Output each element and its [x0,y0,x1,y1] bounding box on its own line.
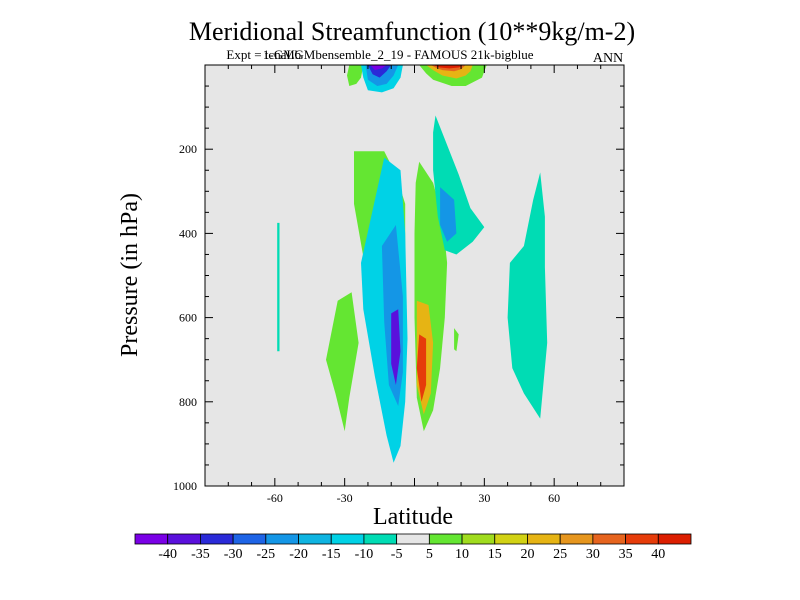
y-axis-label: Pressure (in hPa) [117,193,143,357]
colorbar-label: -25 [256,547,275,562]
contour-region-18-northern-subtropical-cell [440,187,457,242]
colorbar-swatch [559,533,594,545]
x-tick-label: -60 [267,491,283,505]
colorbar-label: -35 [191,547,210,562]
colorbar-swatch [461,533,496,545]
chart-subtitle: Expt = tcnaLGMbensemble_2_19 - FAMOUS 21… [226,47,533,62]
y-tick-label: 200 [179,142,197,156]
colorbar: -40 -35 -30 -25 -20 -15 -10 -5 5 10 15 20 25 30 35 40 [134,533,692,562]
colorbar-label: -40 [158,547,177,562]
colorbar-label: -15 [322,547,341,562]
colorbar-swatch [396,533,430,545]
colorbar-label: 15 [488,547,502,562]
colorbar-swatch [592,533,626,545]
colorbar-swatch [200,533,234,545]
colorbar-swatch [428,533,463,545]
colorbar-swatch [494,533,528,545]
y-tick-label: 600 [179,311,197,325]
x-axis-label: Latitude [373,504,453,530]
colorbar-swatch [527,533,561,545]
colorbar-label: -5 [391,547,403,562]
colorbar-swatch [265,533,299,545]
axes: -60 -30 30 60 200 400 600 800 1000 [173,64,625,505]
colorbar-label: 5 [426,547,433,562]
colorbar-label: 25 [553,547,567,562]
colorbar-swatch [167,533,201,545]
x-tick-label: -30 [337,491,353,505]
y-tick-label: 400 [179,226,197,240]
chart-subtitle-overlap: 1-GMb [263,47,301,62]
x-tick-label: 60 [548,491,560,505]
colorbar-label: 10 [455,547,469,562]
colorbar-label: 20 [520,547,534,562]
contour-region-13-southern-lower-cell [391,309,401,385]
colorbar-swatch [330,533,365,545]
y-tick-label: 800 [179,395,197,409]
colorbar-swatch [298,533,332,545]
colorbar-swatch [363,533,398,545]
colorbar-label: -30 [224,547,243,562]
plot-area [205,65,624,486]
contour-region-20-northern-small-positive [454,328,459,352]
season-label: ANN [593,51,623,66]
colorbar-label: -10 [355,547,374,562]
colorbar-swatch [134,533,169,545]
colorbar-label: -20 [289,547,308,562]
contour-region-4-southern-upper-cell [370,65,387,71]
colorbar-label: 35 [619,547,633,562]
chart-title: Meridional Streamfunction (10**9kg/m-2) [189,17,635,46]
contour-region-16-northern-lower-cell [416,334,427,402]
colorbar-label: 30 [586,547,600,562]
contour-region-8-northern-upper-cell [433,65,464,69]
contour-region-0-southern-upper-cell-positive [347,65,364,86]
colorbar-swatch [657,533,692,545]
contour-region-21-southern-polar-filament [277,222,280,352]
colorbar-swatch [625,533,659,545]
x-tick-label: 30 [478,491,490,505]
y-tick-label: 1000 [173,479,197,493]
contour-region-10-southern-lower-cell-flank [326,292,359,432]
contour-region-19-northern-midlat-cell [507,172,548,419]
colorbar-swatch [232,533,267,545]
colorbar-label: 40 [651,547,665,562]
